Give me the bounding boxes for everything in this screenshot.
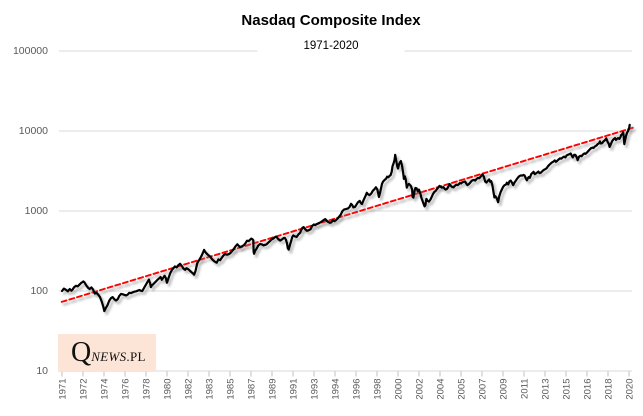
exponential-trend-line [60, 126, 635, 303]
x-axis-tick-label: 2018 [603, 378, 615, 400]
y-axis-tick-label: 10000 [18, 125, 48, 137]
x-axis-tick-label: 1971 [57, 378, 69, 400]
watermark-pl-text: .PL [126, 349, 146, 364]
x-axis-tick-label: 2004 [435, 378, 447, 400]
y-axis-tick-label: 100 [30, 285, 48, 297]
chart-subtitle: 1971-2020 [257, 40, 405, 53]
x-axis-tick-label: 2020 [624, 378, 636, 400]
watermark-logo: Q NEWS .PL [71, 338, 161, 370]
x-axis-tick-label: 1974 [99, 378, 111, 400]
chart-title: Nasdaq Composite Index [241, 12, 421, 29]
x-axis-tick-label: 1985 [225, 378, 237, 400]
exponential-trend-line-shadow [62, 129, 637, 306]
x-axis-tick-label: 1996 [351, 378, 363, 400]
x-axis-tick-label: 1972 [78, 378, 90, 400]
watermark-box [58, 334, 156, 372]
x-axis-tick-label: 2007 [477, 378, 489, 400]
x-axis-tick-label: 2000 [393, 378, 405, 400]
x-axis-tick-label: 2011 [519, 378, 531, 399]
x-axis-tick-label: 1994 [330, 378, 342, 400]
x-axis-tick-label: 2005 [456, 378, 468, 400]
x-axis-tick-label: 1989 [267, 378, 279, 400]
watermark-letter-q: Q [71, 337, 92, 368]
x-axis-tick-label: 1991 [288, 378, 300, 400]
nasdaq-composite-index [60, 123, 631, 313]
nasdaq-composite-index-shadow [62, 126, 634, 316]
series-lines [60, 123, 637, 316]
watermark-news-text: NEWS [91, 349, 127, 364]
x-axis-tick-label: 1980 [162, 378, 174, 400]
y-axis-tick-label: 1000 [24, 205, 48, 217]
x-axis-tick-label: 1976 [120, 378, 132, 400]
x-axis-tick-label: 1998 [372, 378, 384, 400]
x-axis-tick-label: 1983 [204, 378, 216, 400]
gridlines [59, 50, 632, 372]
x-axis-tick-label: 2015 [561, 378, 573, 400]
x-axis-tick-label: 1982 [183, 378, 195, 400]
x-axis-tick-label: 1987 [246, 378, 258, 400]
x-axis-ticks [61, 371, 630, 377]
x-axis-tick-label: 1978 [141, 378, 153, 400]
x-axis-tick-label: 2002 [414, 378, 426, 400]
x-axis-tick-label: 1993 [309, 378, 321, 400]
x-axis-tick-label: 2016 [582, 378, 594, 400]
y-axis-tick-label: 100000 [12, 45, 48, 57]
x-axis-tick-label: 2009 [498, 378, 510, 400]
y-axis-tick-label: 10 [36, 365, 48, 377]
x-axis-tick-label: 2013 [540, 378, 552, 400]
